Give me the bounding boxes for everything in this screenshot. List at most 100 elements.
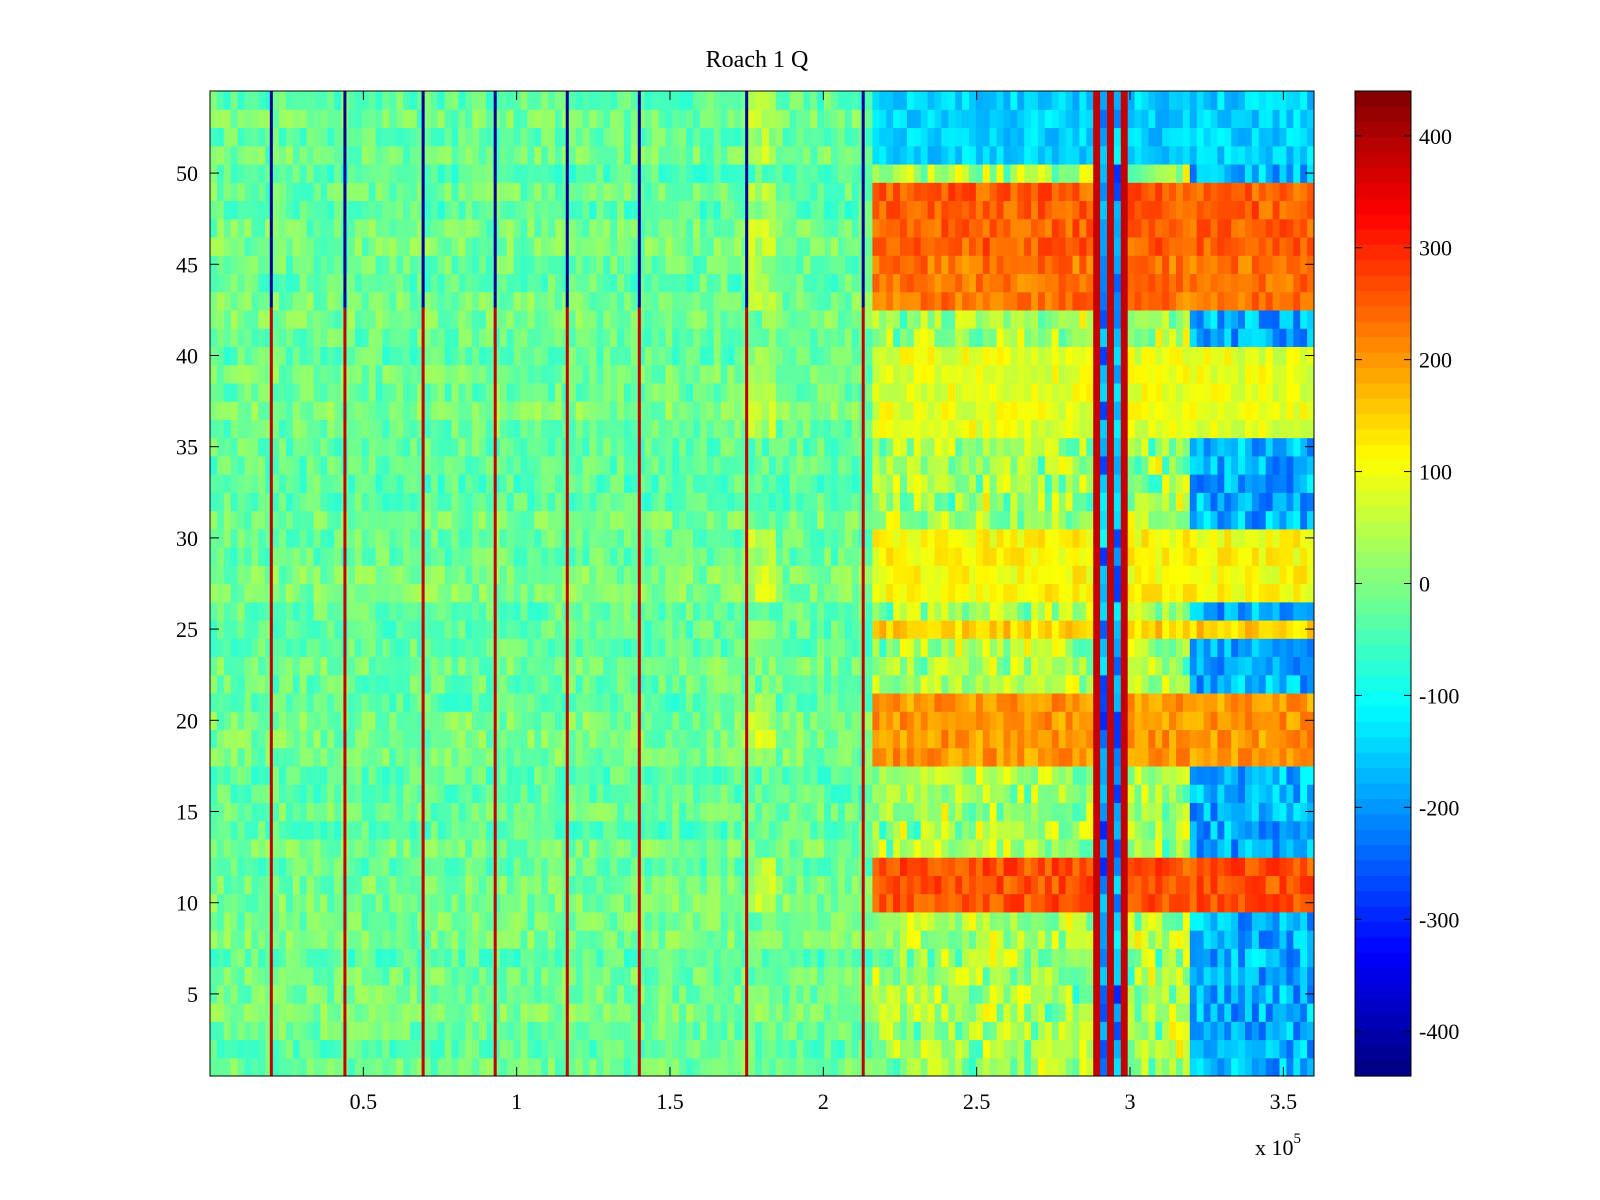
heatmap-cell [886, 948, 894, 968]
heatmap-cell [969, 820, 977, 840]
heatmap-cell [548, 765, 556, 785]
heatmap-cell [686, 1039, 694, 1059]
heatmap-cell [320, 966, 328, 986]
heatmap-cell [886, 1039, 894, 1059]
heatmap-cell [837, 747, 846, 767]
heatmap-cell [1231, 601, 1239, 621]
heatmap-cell [927, 930, 936, 949]
heatmap-cell [637, 911, 646, 931]
heatmap-cell [955, 838, 963, 858]
heatmap-cell [624, 583, 632, 603]
heatmap-cell [941, 747, 949, 767]
heatmap-cell [610, 565, 618, 585]
heatmap-cell [900, 711, 908, 731]
heatmap-cell [824, 857, 832, 876]
heatmap-cell [527, 729, 535, 749]
heatmap-cell [782, 1057, 791, 1076]
heatmap-cell [741, 1021, 749, 1041]
heatmap-cell [1251, 729, 1260, 749]
heatmap-cell [506, 893, 515, 913]
heatmap-cell [789, 1021, 798, 1041]
heatmap-cell [720, 692, 729, 712]
heatmap-cell [299, 547, 308, 566]
heatmap-cell [1113, 692, 1122, 712]
heatmap-cell [906, 1003, 915, 1022]
heatmap-cell [410, 638, 418, 658]
heatmap-cell [920, 838, 929, 858]
heatmap-cell [506, 601, 515, 621]
heatmap-cell [354, 857, 363, 876]
heatmap-cell [989, 984, 998, 1004]
heatmap-cell [1010, 528, 1018, 548]
heatmap-cell [230, 711, 239, 731]
heatmap-cell [624, 765, 632, 785]
heatmap-cell [775, 547, 784, 566]
heatmap-cell [1093, 1003, 1101, 1022]
heatmap-cell [1086, 857, 1094, 876]
heatmap-cell [610, 820, 618, 840]
heatmap-cell [1265, 1021, 1274, 1041]
heatmap-cell [789, 528, 798, 548]
heatmap-cell [589, 1057, 597, 1076]
heatmap-cell [679, 911, 687, 931]
heatmap-cell [975, 692, 984, 712]
heatmap-cell [782, 765, 791, 785]
heatmap-cell [720, 729, 729, 749]
heatmap-cell [1231, 1021, 1239, 1041]
heatmap-cell [699, 893, 708, 913]
heatmap-cell [368, 711, 377, 731]
heatmap-cell [1058, 656, 1067, 676]
heatmap-cell [486, 638, 494, 658]
heatmap-cell [865, 984, 873, 1004]
heatmap-cell [223, 875, 232, 895]
heatmap-cell [1293, 638, 1301, 658]
heatmap-cell [1086, 619, 1094, 639]
heatmap-cell [603, 838, 611, 858]
heatmap-cell [831, 765, 839, 785]
heatmap-cell [334, 692, 342, 712]
heatmap-cell [1258, 784, 1267, 803]
heatmap-cell [479, 674, 487, 694]
heatmap-cell [644, 911, 653, 931]
heatmap-cell [741, 966, 749, 986]
heatmap-cell [361, 857, 370, 876]
heatmap-cell [782, 674, 791, 694]
heatmap-cell [506, 711, 515, 731]
heatmap-cell [1155, 656, 1163, 676]
heatmap-cell [389, 711, 397, 731]
heatmap-cell [665, 747, 673, 767]
heatmap-cell [589, 638, 597, 658]
heatmap-cell [1217, 619, 1225, 639]
heatmap-cell [1307, 547, 1314, 566]
heatmap-cell [1203, 838, 1212, 858]
heatmap-cell [1265, 893, 1274, 913]
heatmap-cell [258, 565, 266, 585]
heatmap-cell [306, 747, 315, 767]
heatmap-cell [1286, 765, 1294, 785]
heatmap-cell [1044, 1003, 1053, 1022]
heatmap-cell [1300, 656, 1308, 676]
heatmap-cell [299, 601, 308, 621]
heatmap-cell [1120, 893, 1129, 913]
heatmap-cell [1086, 784, 1094, 803]
heatmap-cell [782, 893, 791, 913]
heatmap-cell [1072, 638, 1080, 658]
heatmap-cell [610, 601, 618, 621]
heatmap-cell [1155, 711, 1163, 731]
heatmap-cell [720, 601, 729, 621]
heatmap-cell [589, 510, 597, 530]
heatmap-cell [1155, 765, 1163, 785]
heatmap-cell [1072, 729, 1080, 749]
heatmap-cell [872, 711, 880, 731]
heatmap-cell [982, 838, 991, 858]
heatmap-cell [1279, 510, 1287, 530]
heatmap-cell [1196, 692, 1205, 712]
heatmap-cell [451, 784, 459, 803]
heatmap-cell [486, 984, 494, 1004]
heatmap-cell [1127, 747, 1136, 767]
heatmap-cell [258, 875, 266, 895]
heatmap-cell [1044, 528, 1053, 548]
heatmap-cell [299, 510, 308, 530]
heatmap-cell [361, 1039, 370, 1059]
heatmap-cell [1272, 547, 1281, 566]
